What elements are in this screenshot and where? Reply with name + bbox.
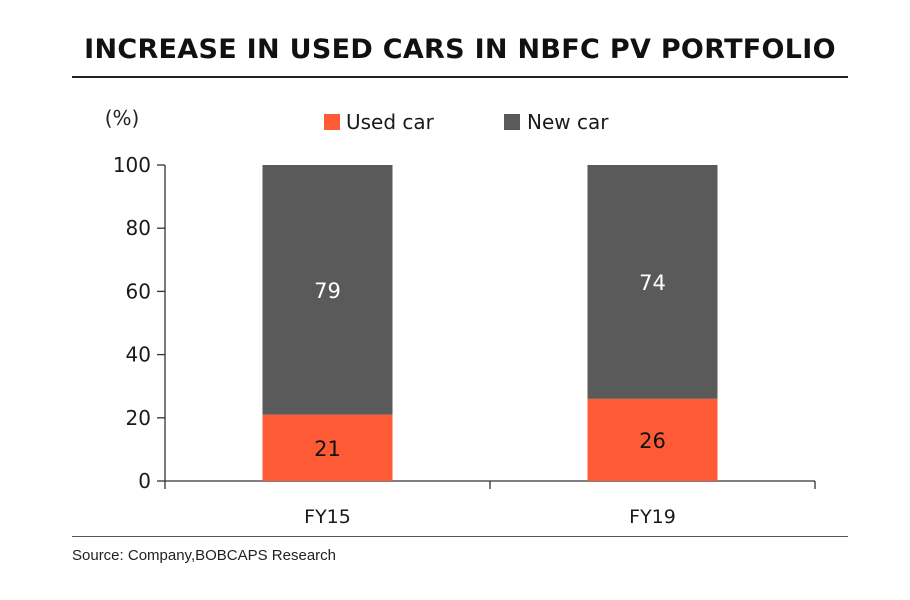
data-label-new-car-fy19: 74 <box>639 271 666 295</box>
y-tick-label: 100 <box>113 153 151 177</box>
bar-segment-used-car-fy15 <box>262 414 393 481</box>
chart-title: INCREASE IN USED CARS IN NBFC PV PORTFOL… <box>84 34 836 65</box>
legend-swatch-new-car <box>504 114 520 130</box>
legend: Used car New car <box>324 110 609 134</box>
y-tick-label: 60 <box>126 279 151 303</box>
source-note: Source: Company,BOBCAPS Research <box>72 547 337 564</box>
y-tick-label: 40 <box>126 343 151 367</box>
bar-segment-new-car-fy19 <box>587 165 718 399</box>
bar-segment-used-car-fy19 <box>587 398 718 481</box>
y-tick-label: 0 <box>138 469 151 493</box>
y-axis-unit-label: (%) <box>105 106 140 130</box>
y-tick-label: 20 <box>126 406 151 430</box>
data-label-used-car-fy19: 26 <box>639 429 666 453</box>
legend-label-new-car: New car <box>527 110 609 134</box>
x-category-label: FY19 <box>629 506 676 528</box>
x-category-label: FY15 <box>304 506 351 528</box>
y-tick-label: 80 <box>126 216 151 240</box>
footer-rule <box>72 536 848 537</box>
data-label-new-car-fy15: 79 <box>314 279 341 303</box>
x-axis: FY15 FY19 <box>164 480 816 528</box>
legend-swatch-used-car <box>324 114 340 130</box>
title-underline <box>72 76 848 78</box>
bars: 21 79 26 74 <box>262 165 718 481</box>
y-axis: 0 20 40 60 80 100 <box>113 153 166 493</box>
bar-segment-new-car-fy15 <box>262 165 393 415</box>
data-label-used-car-fy15: 21 <box>314 437 341 461</box>
legend-label-used-car: Used car <box>346 110 435 134</box>
